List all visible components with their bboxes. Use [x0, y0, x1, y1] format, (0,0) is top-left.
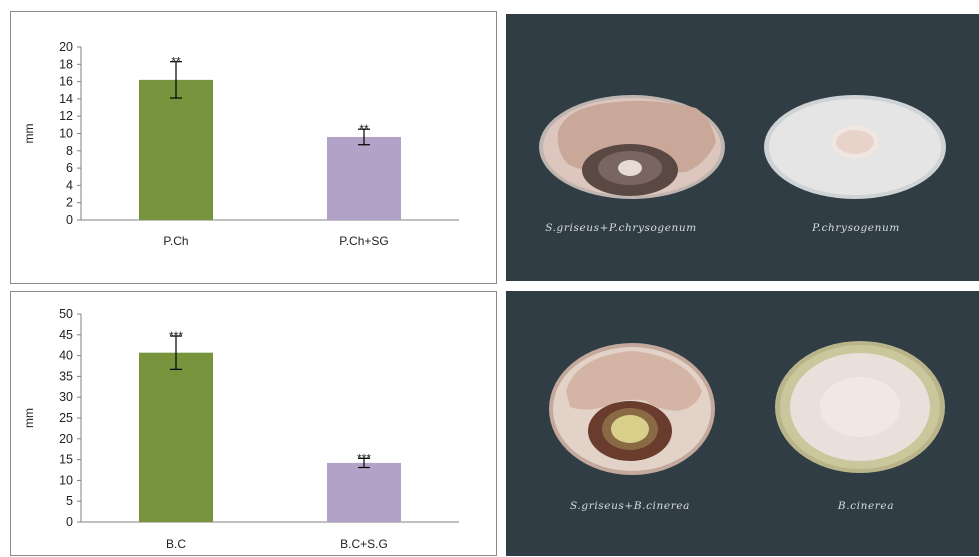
bar-P.Ch+SG — [327, 136, 401, 220]
petri-dishes-bottom — [549, 341, 945, 475]
petri-dish-1 — [539, 95, 725, 199]
category-label: P.Ch — [163, 234, 188, 248]
y-tick-label: 20 — [59, 40, 73, 54]
significance-label: *** — [169, 329, 183, 343]
petri-dish-4 — [775, 341, 945, 473]
category-label: B.C — [166, 537, 186, 551]
petri-dish-3 — [549, 343, 715, 475]
significance-label: ** — [171, 55, 181, 69]
chart-top-svg: 0 2 4 6 8 10 12 14 16 18 20 mm ** P.Ch ** P.Ch+SG — [22, 40, 459, 248]
chart-top: 0 2 4 6 8 10 12 14 16 18 20 mm ** P.Ch ** P.Ch+SG — [10, 11, 497, 284]
y-tick-label: 4 — [66, 178, 73, 192]
y-tick-label: 0 — [66, 213, 73, 227]
bar-B.C+S.G — [327, 462, 401, 522]
y-tick-label: 15 — [59, 453, 73, 467]
y-tick-label: 10 — [59, 473, 73, 487]
y-tick-label: 8 — [66, 144, 73, 158]
caption-top-left: S.griseus+P.chrysogenum — [545, 222, 697, 234]
y-tick-label: 40 — [59, 349, 73, 363]
chart-bottom: 0 5 10 15 20 25 30 35 40 45 50 mm *** B.C *** B.C+S.G — [10, 291, 497, 556]
y-tick-label: 5 — [66, 494, 73, 508]
y-tick-label: 12 — [59, 109, 73, 123]
bar-P.Ch — [139, 79, 213, 221]
significance-label: ** — [359, 122, 369, 136]
y-tick-label: 2 — [66, 196, 73, 210]
significance-label: *** — [357, 451, 371, 465]
y-tick-label: 16 — [59, 75, 73, 89]
chart-bottom-svg: 0 5 10 15 20 25 30 35 40 45 50 mm *** B.C *** B.C+S.G — [22, 307, 459, 551]
y-tick-label: 35 — [59, 369, 73, 383]
petri-dishes-top — [539, 95, 946, 199]
y-tick-label: 45 — [59, 328, 73, 342]
y-tick-label: 6 — [66, 161, 73, 175]
y-tick-label: 18 — [59, 57, 73, 71]
y-tick-label: 0 — [66, 515, 73, 529]
photo-panel-top: S.griseus+P.chrysogenum P.chrysogenum — [506, 14, 979, 281]
caption-top-right: P.chrysogenum — [812, 222, 900, 234]
y-tick-label: 20 — [59, 432, 73, 446]
y-tick-label: 50 — [59, 307, 73, 321]
y-tick-label: 25 — [59, 411, 73, 425]
caption-bottom-left: S.griseus+B.cinerea — [570, 500, 690, 512]
category-label: B.C+S.G — [340, 537, 388, 551]
category-label: P.Ch+SG — [339, 234, 388, 248]
y-axis-label: mm — [22, 408, 36, 428]
photo-panel-bottom: S.griseus+B.cinerea B.cinerea — [506, 291, 979, 556]
y-axis-label: mm — [22, 124, 36, 144]
caption-bottom-right: B.cinerea — [837, 500, 895, 512]
y-tick-label: 30 — [59, 390, 73, 404]
y-tick-label: 14 — [59, 92, 73, 106]
bar-B.C — [139, 352, 213, 522]
y-tick-label: 10 — [59, 127, 73, 141]
petri-dish-2 — [764, 95, 946, 199]
